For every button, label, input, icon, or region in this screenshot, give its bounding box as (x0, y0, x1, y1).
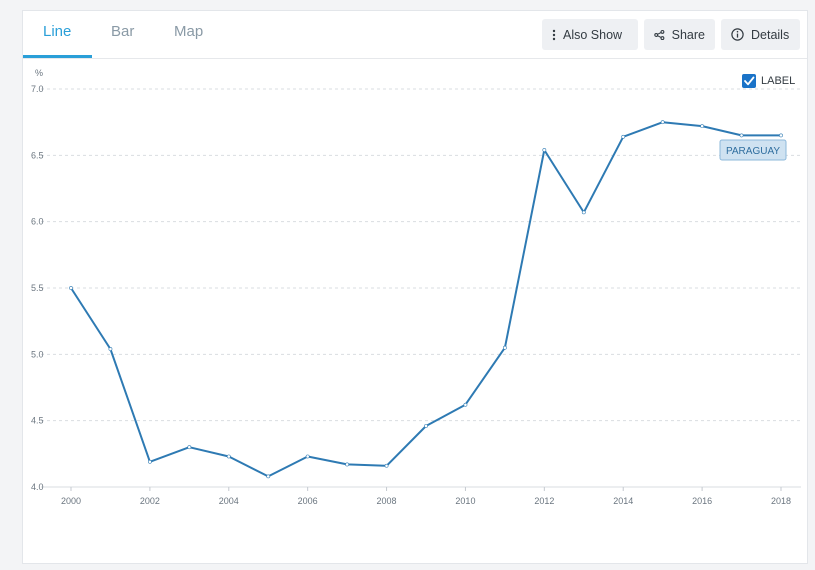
data-point[interactable] (621, 134, 626, 139)
series-label-badge: PARAGUAY (719, 139, 787, 161)
data-point[interactable] (502, 345, 507, 350)
data-point[interactable] (305, 454, 310, 459)
tab-bar[interactable]: Bar (111, 23, 135, 40)
x-tick-label: 2018 (771, 496, 791, 506)
x-axis-ticks: 2000 2002 2004 2006 2008 2010 2012 2014 2016 2018 (61, 487, 791, 506)
x-tick-label: 2016 (692, 496, 712, 506)
gridlines (41, 88, 801, 488)
y-tick-label: 4.5 (31, 416, 44, 426)
tab-map[interactable]: Map (174, 23, 204, 40)
data-point[interactable] (463, 402, 468, 407)
active-tab-indicator (23, 55, 92, 58)
series-label-text: PARAGUAY (726, 146, 780, 157)
x-tick-label: 2000 (61, 496, 81, 506)
info-icon (731, 28, 744, 41)
x-tick-label: 2012 (534, 496, 554, 506)
details-button[interactable]: Details (721, 19, 800, 50)
data-point[interactable] (147, 459, 152, 464)
x-tick-label: 2006 (298, 496, 318, 506)
data-point[interactable] (69, 286, 73, 290)
series-layer (69, 120, 783, 479)
data-point[interactable] (542, 148, 547, 152)
x-tick-label: 2010 (455, 496, 475, 506)
y-tick-label: 6.0 (31, 217, 44, 227)
tab-line[interactable]: Line (43, 23, 72, 40)
y-axis-ticks: 4.0 4.5 5.0 5.5 6.0 6.5 7.0 (31, 84, 44, 492)
y-tick-label: 4.0 (31, 482, 44, 492)
x-tick-label: 2008 (377, 496, 397, 506)
label-toggle-text: LABEL (761, 75, 795, 87)
kebab-icon (552, 29, 556, 40)
y-axis-unit: % (35, 68, 43, 78)
y-tick-label: 7.0 (31, 84, 44, 94)
series-line (70, 121, 781, 478)
x-tick-label: 2004 (219, 496, 239, 506)
y-tick-label: 5.5 (31, 283, 44, 293)
check-icon (744, 76, 755, 86)
chart-card: Line Bar Map Also Show Share (22, 10, 808, 564)
share-icon (654, 29, 665, 40)
data-point[interactable] (700, 124, 705, 129)
data-point[interactable] (108, 347, 113, 351)
y-tick-label: 6.5 (31, 150, 44, 160)
data-point[interactable] (187, 445, 192, 450)
x-tick-label: 2002 (140, 496, 160, 506)
share-button[interactable]: Share (644, 19, 715, 50)
y-tick-label: 5.0 (31, 349, 44, 359)
x-tick-label: 2014 (613, 496, 633, 506)
data-point[interactable] (345, 462, 350, 467)
data-point[interactable] (424, 424, 428, 428)
details-label: Details (751, 27, 790, 42)
data-point[interactable] (581, 210, 586, 215)
also-show-label: Also Show (563, 27, 623, 42)
data-point[interactable] (779, 133, 783, 138)
data-point[interactable] (266, 474, 271, 479)
data-point[interactable] (384, 463, 389, 468)
also-show-button[interactable]: Also Show (542, 19, 638, 50)
view-tabs: Line Bar Map Also Show Share (23, 11, 807, 59)
data-point[interactable] (660, 120, 665, 125)
data-point[interactable] (226, 454, 231, 459)
data-point[interactable] (739, 133, 744, 138)
share-label: Share (671, 27, 705, 42)
label-toggle[interactable]: LABEL (742, 74, 795, 88)
